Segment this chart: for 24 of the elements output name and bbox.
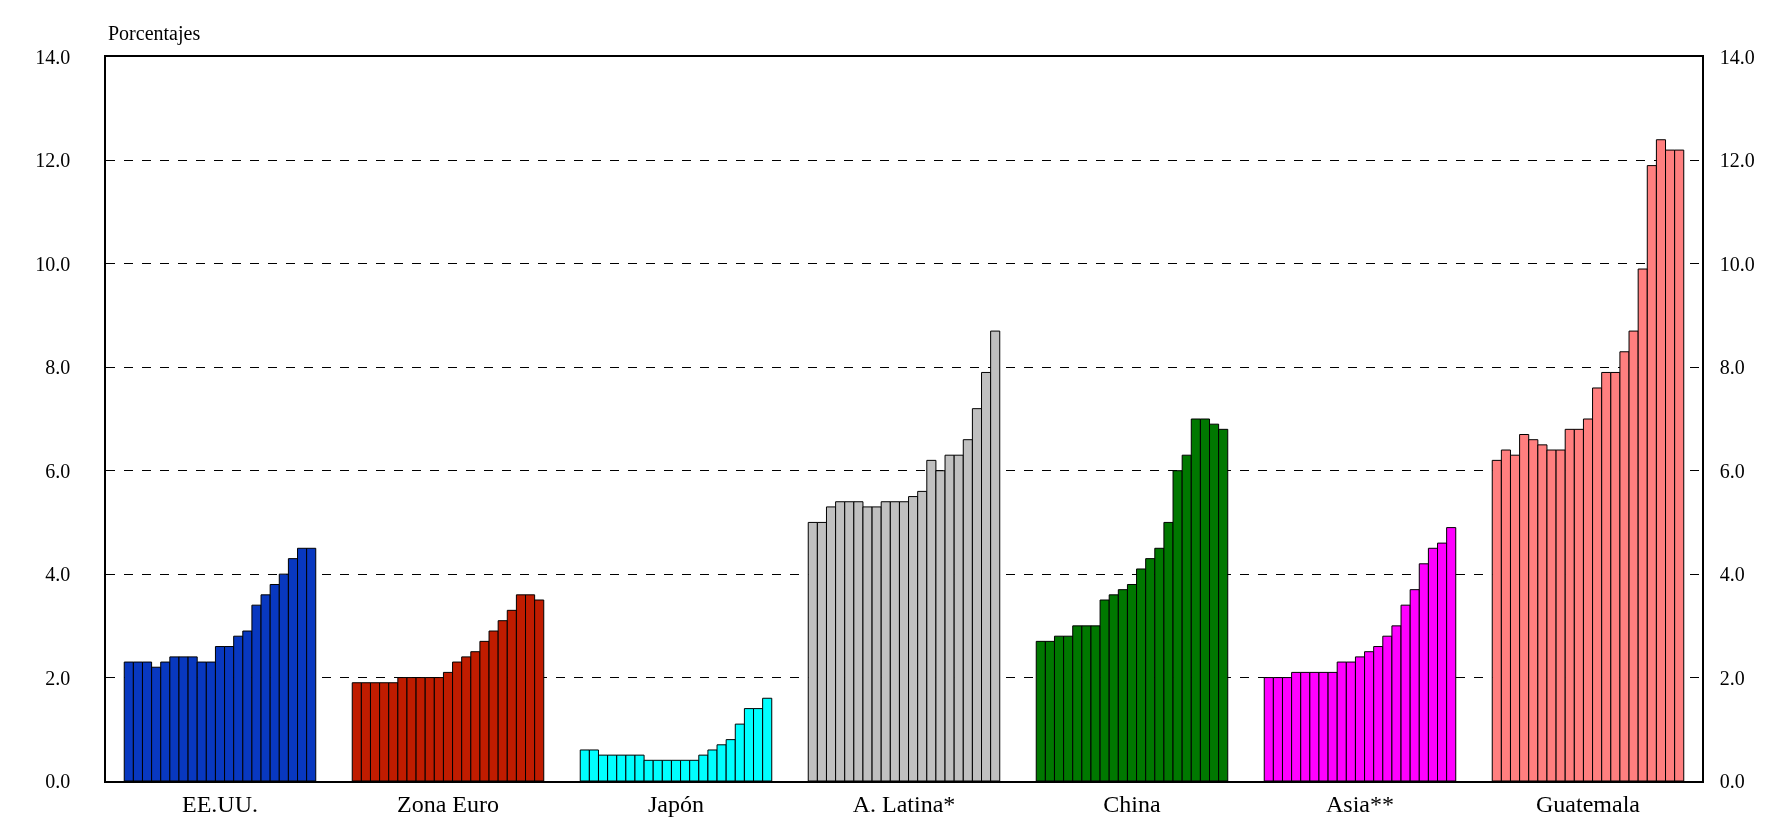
y-tick-label: 8.0 [45, 356, 71, 379]
x-tick-label: China [1103, 790, 1162, 817]
x-tick-label: EE.UU. [182, 790, 258, 817]
y-tick-label: 6.0 [45, 459, 71, 482]
y-tick-label: 14.0 [35, 46, 71, 68]
y2-tick-label: 12.0 [1719, 149, 1755, 172]
x-tick-label: Japón [648, 790, 704, 817]
y-tick-label: 2.0 [45, 666, 71, 689]
y2-tick-label: 4.0 [1719, 563, 1745, 586]
y-tick-label: 12.0 [35, 149, 71, 172]
y2-tick-label: 14.0 [1719, 46, 1755, 68]
y2-tick-label: 2.0 [1719, 666, 1745, 689]
y-tick-label: 4.0 [45, 563, 71, 586]
y2-tick-label: 0.0 [1719, 770, 1745, 792]
y2-tick-label: 6.0 [1719, 459, 1745, 482]
y-axis-title: Porcentajes [108, 22, 201, 45]
y-tick-label: 0.0 [45, 770, 71, 792]
x-tick-label: Guatemala [1536, 790, 1641, 817]
y-tick-label: 10.0 [35, 252, 71, 275]
y2-tick-label: 8.0 [1719, 356, 1745, 379]
x-tick-label: A. Latina* [852, 790, 956, 817]
x-tick-label: Asia** [1326, 790, 1394, 817]
y2-tick-label: 10.0 [1719, 252, 1755, 275]
x-tick-label: Zona Euro [397, 790, 499, 817]
